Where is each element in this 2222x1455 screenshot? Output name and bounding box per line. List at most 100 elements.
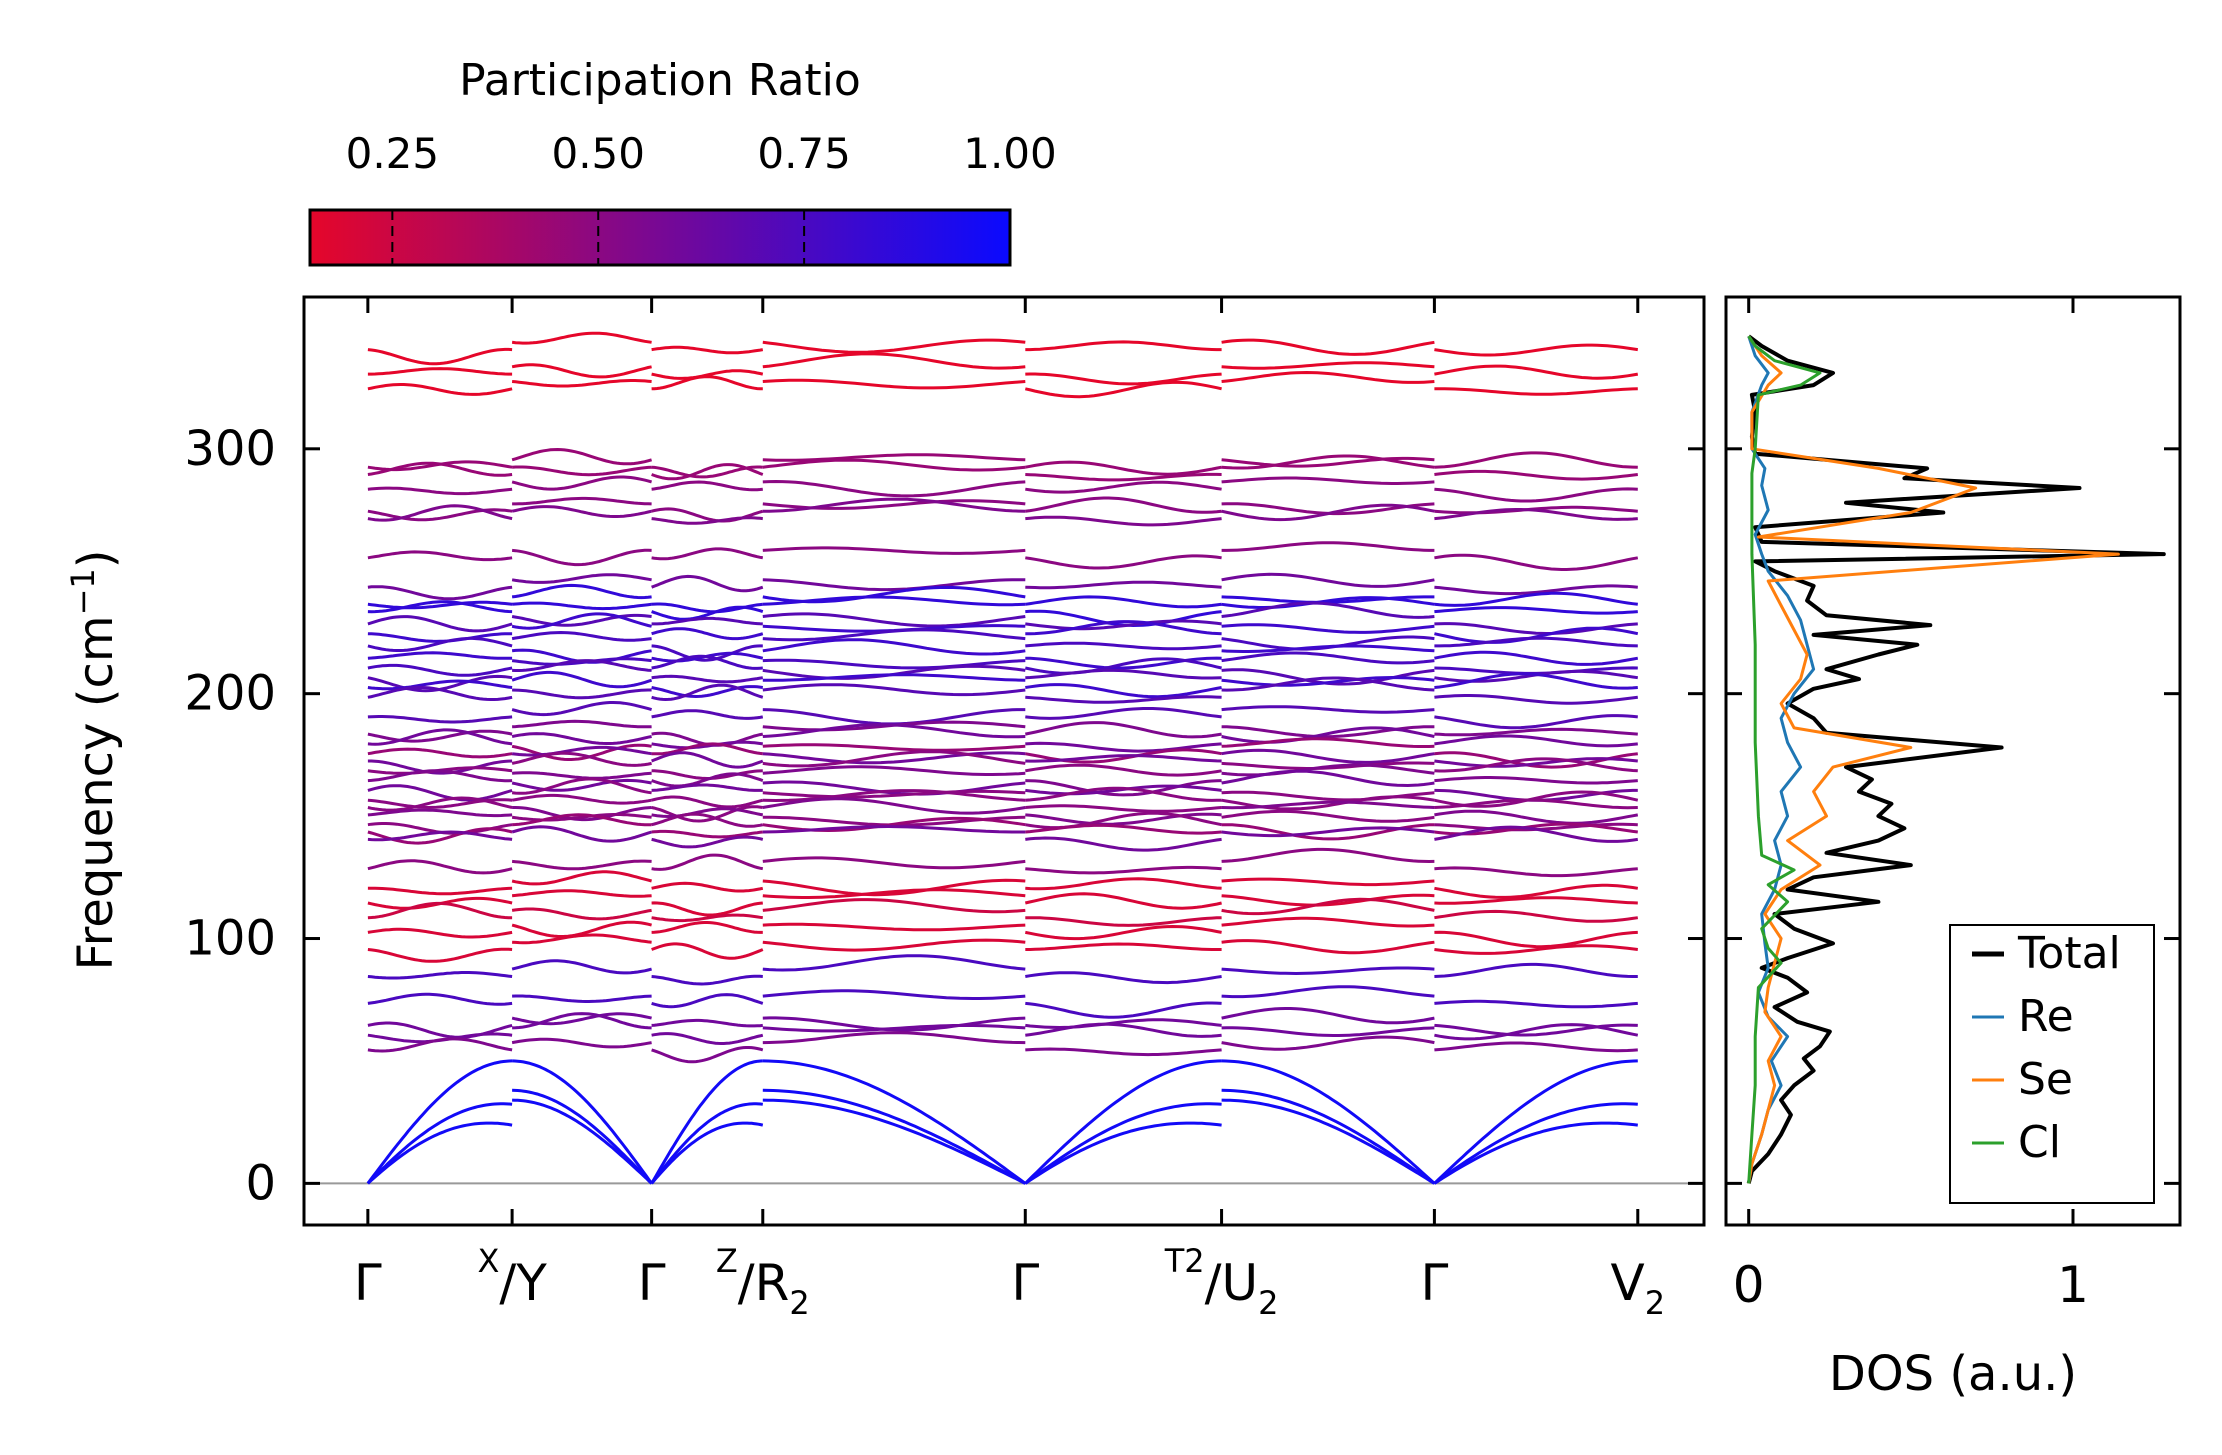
optical-band	[762, 751, 1026, 765]
acoustic-band	[366, 1121, 513, 1185]
optical-band	[651, 683, 764, 702]
optical-band	[512, 719, 652, 729]
optical-band	[1221, 370, 1435, 384]
optical-band	[1434, 962, 1638, 978]
optical-band	[511, 701, 653, 717]
optical-band	[1025, 924, 1222, 941]
optical-band	[651, 942, 764, 960]
optical-band	[1025, 707, 1222, 720]
high-symmetry-label: T2/U2	[1164, 1242, 1279, 1322]
optical-band	[1024, 380, 1222, 399]
dos-x-tick-label: 1	[2057, 1256, 2089, 1314]
y-tick-label: 100	[184, 911, 276, 967]
optical-band	[1025, 971, 1222, 985]
optical-band	[1025, 1022, 1222, 1038]
optical-band	[1025, 779, 1222, 797]
optical-band	[762, 352, 1026, 370]
optical-band	[511, 959, 652, 975]
optical-band	[367, 636, 513, 652]
optical-band	[367, 859, 513, 875]
optical-band	[367, 886, 513, 896]
optical-band	[367, 550, 513, 562]
optical-band	[511, 870, 652, 886]
acoustic-band	[1221, 1098, 1436, 1185]
optical-band	[1434, 591, 1638, 607]
optical-band	[367, 1021, 513, 1039]
optical-band	[1025, 641, 1222, 651]
optical-band	[1434, 606, 1638, 615]
optical-band	[651, 345, 764, 355]
optical-band	[1025, 877, 1222, 891]
optical-band	[651, 674, 764, 684]
optical-band	[651, 605, 764, 621]
optical-band	[1434, 553, 1639, 571]
optical-band	[367, 808, 513, 818]
optical-band	[367, 663, 513, 677]
optical-band	[1434, 809, 1639, 825]
optical-band	[1434, 734, 1638, 748]
optical-band	[1221, 705, 1435, 714]
optical-band	[512, 933, 652, 945]
optical-band	[367, 796, 513, 812]
optical-band	[651, 853, 764, 871]
optical-band	[1025, 580, 1222, 590]
optical-band	[1025, 620, 1222, 636]
optical-band	[651, 913, 764, 923]
optical-band	[1025, 340, 1222, 352]
optical-band	[651, 901, 763, 917]
optical-band	[511, 331, 652, 345]
optical-band	[512, 771, 652, 780]
y-tick-label: 300	[184, 421, 276, 477]
optical-band	[367, 715, 513, 724]
optical-band	[1221, 916, 1435, 928]
optical-band	[651, 921, 763, 934]
optical-band	[651, 772, 764, 788]
optical-band	[651, 805, 764, 823]
optical-band	[367, 971, 513, 980]
optical-band	[511, 907, 652, 921]
optical-band	[762, 954, 1026, 972]
optical-band	[1025, 372, 1222, 386]
optical-band	[511, 612, 652, 630]
optical-band	[512, 688, 652, 700]
optical-band	[762, 546, 1026, 555]
colorbar-tick-label: 0.25	[346, 129, 440, 178]
optical-band	[762, 612, 1026, 628]
optical-band	[651, 627, 764, 641]
acoustic-band	[1433, 1121, 1638, 1185]
optical-band	[762, 816, 1026, 833]
optical-band	[1434, 1041, 1638, 1053]
optical-band	[762, 1023, 1026, 1033]
optical-band	[367, 947, 513, 963]
high-symmetry-label: X/Y	[477, 1242, 547, 1312]
optical-band	[1025, 865, 1222, 875]
optical-band	[651, 463, 764, 481]
optical-band	[1221, 748, 1435, 764]
optical-band	[1025, 554, 1222, 570]
optical-band	[651, 795, 764, 809]
optical-band	[511, 777, 652, 795]
optical-band	[511, 745, 652, 757]
optical-band	[511, 573, 652, 584]
y-tick-label: 200	[184, 666, 276, 722]
optical-band	[1025, 472, 1222, 482]
optical-band	[762, 723, 1026, 739]
optical-band	[1221, 601, 1435, 619]
optical-band	[1434, 343, 1639, 357]
optical-band	[367, 992, 513, 1006]
optical-band	[1221, 893, 1435, 907]
optical-band	[367, 784, 513, 802]
optical-band	[1221, 1007, 1435, 1025]
optical-band	[1221, 809, 1435, 823]
optical-band	[651, 812, 764, 828]
optical-band	[651, 516, 763, 525]
band-structure-panel: 0 100 200 300 Γ X/Y Γ Z/R2 Γ T2/U2 Γ V2 Frequency (…	[64, 295, 1706, 1322]
optical-band	[1434, 650, 1639, 666]
optical-band	[651, 574, 764, 593]
dos-plot-frame	[1724, 295, 2182, 1227]
acoustic-band	[650, 1121, 764, 1185]
acoustic-band	[1024, 1121, 1222, 1185]
optical-band	[1434, 776, 1638, 785]
acoustic-band	[1221, 1059, 1436, 1185]
optical-band	[511, 793, 652, 805]
